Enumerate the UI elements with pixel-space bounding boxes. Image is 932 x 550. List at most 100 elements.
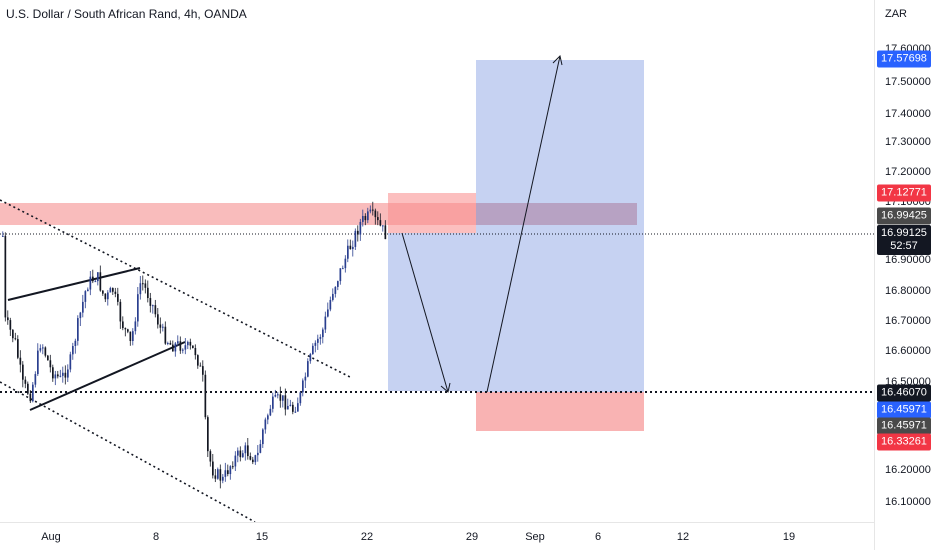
- candle-body: [192, 345, 194, 349]
- candle-body: [142, 283, 144, 285]
- candle-body: [289, 404, 292, 406]
- price-tick: 17.20000: [885, 166, 931, 178]
- candle-body: [187, 341, 189, 346]
- time-axis[interactable]: Aug 8 15 22 29 Sep 6 12 19: [0, 522, 874, 550]
- candle-body: [32, 384, 34, 402]
- candle-body: [197, 355, 199, 366]
- candle-body: [257, 452, 259, 456]
- candle-body: [212, 461, 214, 476]
- candle-body: [39, 348, 42, 351]
- projection-arrow-down[interactable]: [401, 232, 451, 393]
- candle-body: [292, 404, 294, 412]
- candle-body: [259, 444, 262, 453]
- candle-body: [327, 309, 329, 317]
- candle-body: [249, 456, 252, 460]
- wedge-lower-line[interactable]: [29, 341, 186, 411]
- candle-body: [214, 475, 217, 479]
- candle-body: [312, 345, 314, 355]
- price-axis[interactable]: ZAR 17.60000 17.50000 17.40000 17.30000 …: [874, 0, 932, 550]
- entry-price-tag-grey[interactable]: 16.45971: [877, 417, 931, 435]
- candle-body: [27, 383, 29, 394]
- price-tick: 17.40000: [885, 108, 931, 120]
- candle-body: [279, 394, 282, 401]
- candle-body: [24, 379, 27, 384]
- current-price-value: 16.99125: [881, 227, 927, 239]
- candle-body: [82, 301, 84, 313]
- candle-body: [384, 225, 387, 240]
- candle-body: [54, 374, 57, 379]
- candle-body: [112, 288, 114, 292]
- candle-body: [224, 470, 227, 477]
- candle-body: [69, 354, 72, 370]
- long-position-profit-zone[interactable]: [476, 60, 644, 392]
- candle-body: [102, 290, 104, 294]
- candle-body: [57, 374, 59, 377]
- channel-upper-line[interactable]: [0, 199, 351, 378]
- candle-body: [359, 221, 362, 235]
- candle-body: [294, 411, 297, 413]
- candle-body: [272, 396, 274, 409]
- candle-body: [297, 403, 299, 412]
- candle-body: [282, 395, 284, 401]
- candle-body: [337, 281, 339, 287]
- candle-body: [114, 291, 117, 294]
- wedge-upper-line[interactable]: [7, 267, 141, 301]
- candle-body: [64, 372, 67, 378]
- last-price-tag[interactable]: 16.99425: [877, 207, 931, 225]
- candle-body: [129, 331, 132, 342]
- candle-body: [167, 342, 169, 344]
- candle-body: [252, 459, 254, 463]
- candle-body: [92, 276, 94, 282]
- candle-body: [382, 225, 384, 227]
- short-position-profit-zone[interactable]: [388, 233, 476, 391]
- candle-body: [322, 329, 324, 338]
- candle-body: [2, 235, 4, 237]
- projection-arrow-up[interactable]: [486, 55, 563, 393]
- candle-body: [367, 211, 369, 221]
- candle-body: [277, 394, 279, 396]
- candle-body: [237, 450, 239, 456]
- chart-area[interactable]: U.S. Dollar / South African Rand, 4h, OA…: [0, 0, 874, 522]
- price-chart[interactable]: [0, 0, 874, 522]
- symbol-title[interactable]: U.S. Dollar / South African Rand, 4h, OA…: [6, 7, 247, 21]
- candle-body: [232, 466, 234, 468]
- current-price-tag[interactable]: 16.99125 52:57: [877, 225, 931, 255]
- candle-body: [204, 374, 207, 418]
- time-tick: 6: [594, 531, 602, 543]
- stop-price-tag[interactable]: 17.12771: [877, 184, 931, 202]
- price-tick: 16.70000: [885, 315, 931, 327]
- candle-body: [14, 338, 17, 340]
- candle-body: [99, 272, 102, 291]
- channel-lower-line[interactable]: [0, 381, 256, 522]
- candle-body: [87, 289, 89, 292]
- candle-body: [149, 298, 152, 306]
- candle-body: [267, 415, 269, 420]
- stop-loss-price-tag[interactable]: 16.33261: [877, 433, 931, 451]
- candle-body: [269, 408, 272, 416]
- candle-body: [342, 268, 344, 270]
- short-position-stop-zone[interactable]: [388, 193, 476, 235]
- candle-body: [77, 318, 79, 341]
- candle-body: [159, 324, 162, 328]
- candle-body: [72, 346, 74, 355]
- candle-body: [314, 342, 317, 346]
- long-position-stop-zone[interactable]: [476, 392, 644, 431]
- entry-price-tag-blue[interactable]: 16.45971: [877, 401, 931, 419]
- candle-body: [4, 235, 7, 318]
- bar-countdown: 52:57: [890, 240, 918, 252]
- candle-body: [207, 417, 209, 452]
- candle-body: [199, 365, 202, 367]
- candle-body: [137, 294, 139, 322]
- candle-body: [274, 394, 277, 397]
- candle-body: [172, 344, 174, 352]
- candle-body: [164, 326, 167, 344]
- horizontal-line-price-tag[interactable]: 16.46070: [877, 384, 931, 402]
- candle-body: [344, 258, 347, 269]
- target-price-tag[interactable]: 17.57698: [877, 50, 931, 68]
- candle-body: [242, 453, 244, 458]
- candle-body: [362, 215, 364, 222]
- candle-body: [147, 287, 149, 299]
- candle-body: [369, 209, 372, 212]
- candle-body: [219, 469, 222, 481]
- candle-body: [42, 347, 44, 349]
